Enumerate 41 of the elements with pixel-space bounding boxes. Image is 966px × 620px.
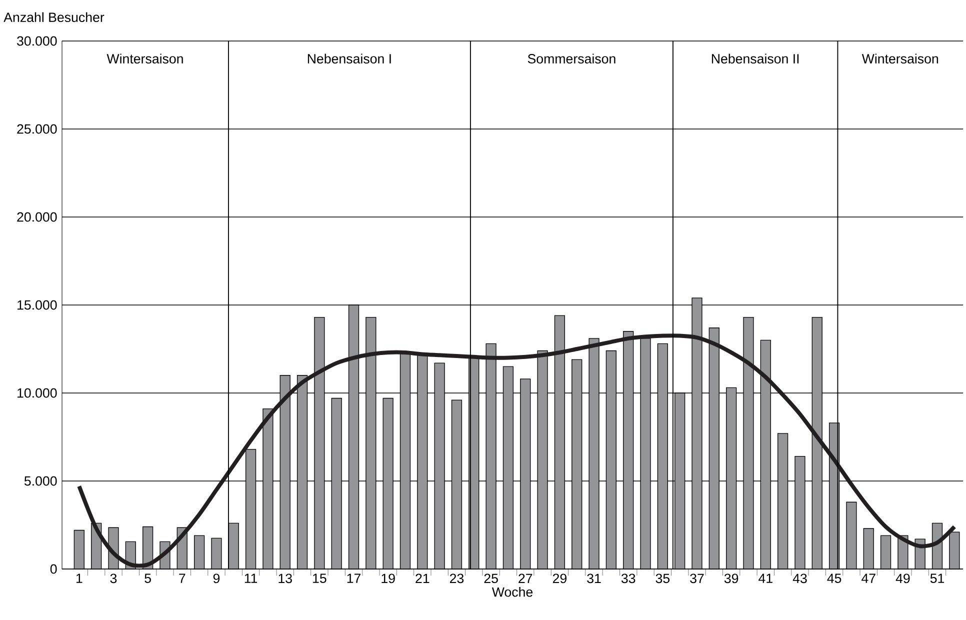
annotation: Wintersaison bbox=[862, 54, 938, 64]
annotation: Nebensaison I bbox=[308, 54, 391, 64]
x-tick-label: 17 bbox=[347, 574, 361, 583]
annotation: Nebensaison II bbox=[712, 54, 799, 64]
x-tick-label: 23 bbox=[450, 574, 464, 584]
x-tick-label: 19 bbox=[382, 574, 395, 584]
x-tick-label: 7 bbox=[179, 574, 186, 583]
x-tick-label: 39 bbox=[724, 574, 738, 584]
annotation: Sommersaison bbox=[528, 54, 616, 64]
x-axis-title: Woche bbox=[492, 586, 533, 597]
x-tick-label: 3 bbox=[110, 574, 117, 584]
x-tick-label: 1 bbox=[76, 574, 82, 583]
x-tick-label: 9 bbox=[213, 574, 220, 584]
x-tick-label: 49 bbox=[896, 574, 910, 584]
x-tick-label: 29 bbox=[552, 574, 566, 584]
y-tick-label: 25.000 bbox=[17, 124, 57, 134]
x-tick-label: 33 bbox=[621, 574, 636, 584]
y-tick-label: 0 bbox=[50, 564, 57, 574]
x-tick-label: 11 bbox=[244, 574, 258, 583]
x-tick-label: 45 bbox=[827, 574, 842, 583]
x-tick-label: 35 bbox=[656, 574, 670, 584]
x-tick-label: 41 bbox=[758, 574, 772, 583]
x-tick-label: 15 bbox=[313, 574, 326, 583]
x-tick-label: 13 bbox=[278, 574, 292, 584]
x-tick-label: 25 bbox=[484, 574, 498, 584]
y-axis-title: Anzahl Besucher bbox=[4, 12, 104, 22]
y-tick-label: 30.000 bbox=[17, 36, 57, 46]
y-tick-label: 10.000 bbox=[18, 388, 57, 398]
x-tick-label: 5 bbox=[144, 574, 151, 583]
x-tick-label: 27 bbox=[518, 574, 532, 584]
y-tick-label: 5.000 bbox=[24, 476, 57, 486]
line-series bbox=[77, 334, 956, 568]
x-tick-label: 31 bbox=[587, 574, 601, 584]
x-tick-label: 47 bbox=[862, 574, 876, 583]
y-tick-label: 20.000 bbox=[17, 212, 57, 222]
x-tick-label: 51 bbox=[930, 574, 944, 583]
x-tick-label: 37 bbox=[690, 574, 704, 584]
y-tick-label: 15.000 bbox=[18, 300, 57, 310]
x-tick-label: 21 bbox=[416, 574, 430, 584]
x-tick-label: 43 bbox=[792, 574, 807, 584]
annotation: Wintersaison bbox=[106, 54, 183, 64]
